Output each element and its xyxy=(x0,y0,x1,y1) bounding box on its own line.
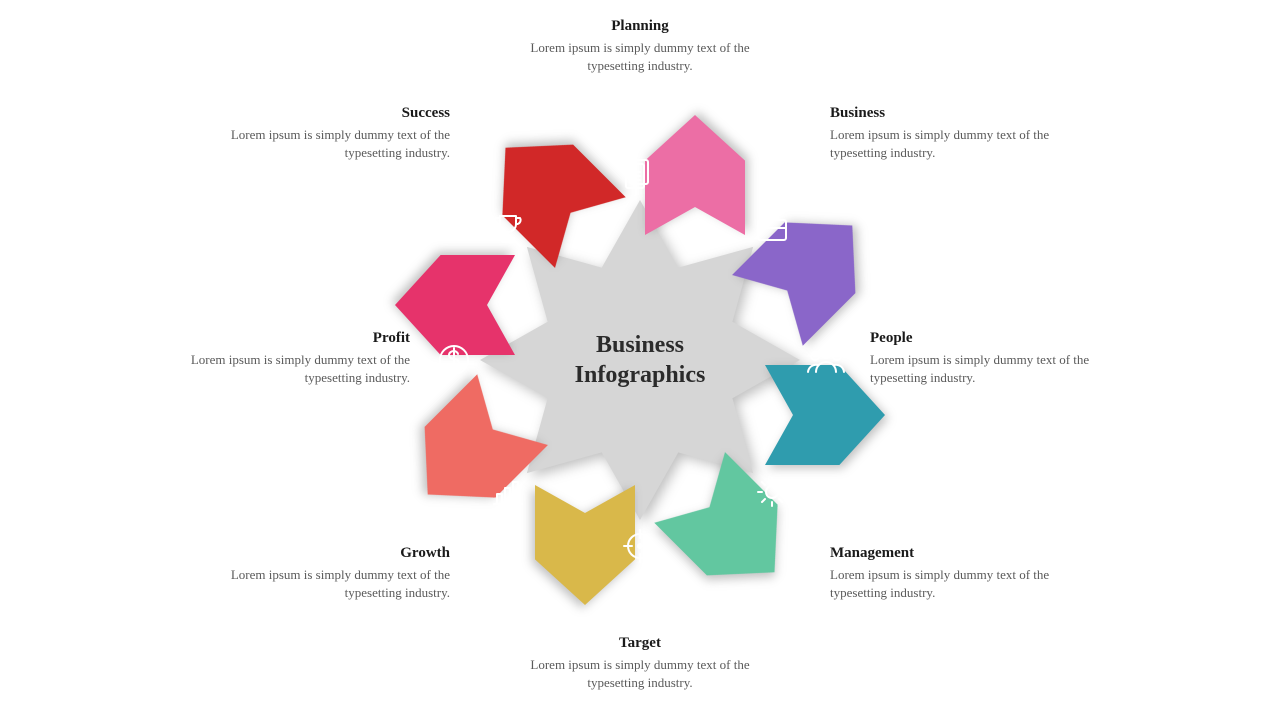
chart-icon xyxy=(484,468,532,516)
dollar-icon xyxy=(430,336,478,384)
gear-icon xyxy=(748,468,796,516)
segment-desc: Lorem ipsum is simply dummy text of the … xyxy=(170,351,410,386)
segment-label: Growth Lorem ipsum is simply dummy text o… xyxy=(210,545,450,601)
segment-desc: Lorem ipsum is simply dummy text of the … xyxy=(830,126,1070,161)
segment-title: Profit xyxy=(170,330,410,347)
people-icon xyxy=(802,336,850,384)
center-title-line2: Infographics xyxy=(575,360,706,390)
segment-label: People Lorem ipsum is simply dummy text o… xyxy=(870,330,1110,386)
segment-title: People xyxy=(870,330,1110,347)
segment-title: Target xyxy=(520,635,760,652)
segment-desc: Lorem ipsum is simply dummy text of the … xyxy=(210,126,450,161)
segment-label: Management Lorem ipsum is simply dummy te… xyxy=(830,545,1070,601)
segment-title: Planning xyxy=(520,18,760,35)
segment-label: Planning Lorem ipsum is simply dummy text… xyxy=(520,18,760,74)
document-icon xyxy=(616,150,664,198)
infographic-stage: Business Infographics xyxy=(0,0,1280,720)
briefcase-icon xyxy=(748,204,796,252)
segment-desc: Lorem ipsum is simply dummy text of the … xyxy=(870,351,1110,386)
segment-desc: Lorem ipsum is simply dummy text of the … xyxy=(520,656,760,691)
segment-desc: Lorem ipsum is simply dummy text of the … xyxy=(520,39,760,74)
segment-label: Target Lorem ipsum is simply dummy text o… xyxy=(520,635,760,691)
segment-title: Success xyxy=(210,105,450,122)
trophy-icon xyxy=(484,204,532,252)
center-title: Business Infographics xyxy=(575,330,706,390)
target-icon xyxy=(616,522,664,570)
segment-title: Management xyxy=(830,545,1070,562)
segment-label: Success Lorem ipsum is simply dummy text … xyxy=(210,105,450,161)
segment-desc: Lorem ipsum is simply dummy text of the … xyxy=(210,566,450,601)
segment-label: Business Lorem ipsum is simply dummy text… xyxy=(830,105,1070,161)
segment-desc: Lorem ipsum is simply dummy text of the … xyxy=(830,566,1070,601)
segment-label: Profit Lorem ipsum is simply dummy text o… xyxy=(170,330,410,386)
center-title-line1: Business xyxy=(575,330,706,360)
segment-title: Growth xyxy=(210,545,450,562)
segment-title: Business xyxy=(830,105,1070,122)
